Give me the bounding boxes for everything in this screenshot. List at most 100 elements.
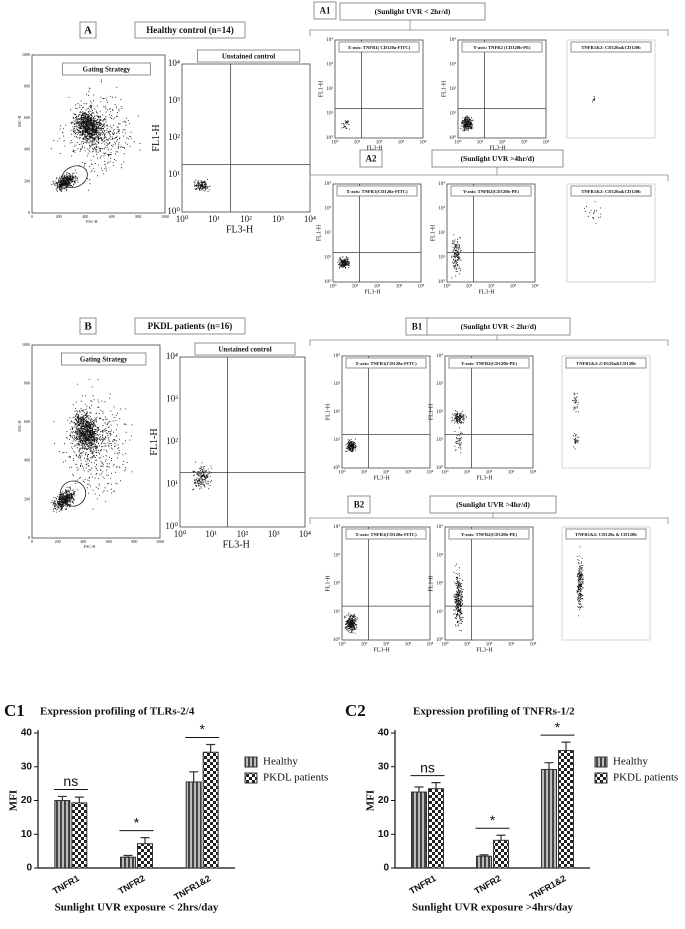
error-bar — [431, 782, 441, 789]
label-text: Y-axis: TNFR2(CD120b-PE) — [461, 532, 517, 537]
event-cloud — [341, 120, 350, 130]
label-text: (Sunlight UVR >4hr/d) — [456, 500, 530, 509]
bar — [54, 800, 71, 869]
x-tick-label: 10³ — [508, 642, 515, 648]
error-bar — [57, 795, 67, 801]
label-box — [565, 528, 647, 540]
panel-label: C2 — [345, 701, 366, 720]
label-box — [461, 41, 543, 53]
y-axis-label: FL1-H — [316, 224, 322, 241]
gate — [59, 480, 87, 507]
y-tick-label: 10⁰ — [333, 465, 340, 471]
y-tick-label: 10³ — [334, 381, 341, 387]
label-box — [61, 352, 147, 366]
label-box — [570, 41, 652, 53]
plot-frame — [31, 344, 161, 539]
y-axis-label: FL1-H — [151, 124, 162, 151]
x-axis-label: FL3-H — [489, 145, 506, 151]
label-text: X-axis: TNFR1( CD120a-FITC) — [348, 45, 411, 50]
x-tick-label: 1000 — [156, 539, 164, 544]
x-axis-label: FSC-H — [84, 544, 95, 549]
x-tick-label: 1000 — [161, 214, 169, 219]
x-tick-label: 600 — [106, 539, 112, 544]
x-tick-label: 10⁴ — [420, 140, 427, 146]
bracket — [309, 335, 669, 346]
y-tick-label: 10⁴ — [333, 524, 340, 530]
y-tick-label: 10⁴ — [436, 524, 443, 530]
x-axis-label: FL3-H — [478, 289, 495, 295]
label-text: Y-axis: TNFR2 (CD120b-PE) — [473, 45, 531, 50]
y-tick-label: 10² — [437, 409, 444, 415]
label-text: Unstained control — [222, 53, 275, 61]
label-box — [426, 317, 571, 336]
y-tick-label: 400 — [24, 458, 30, 463]
x-axis-label: FL3-H — [366, 145, 383, 151]
x-tick-label: 10⁰ — [338, 642, 345, 648]
event-cloud — [572, 392, 580, 450]
x-tick-label: 10⁴ — [427, 642, 434, 648]
error-bar — [140, 837, 150, 844]
bar — [411, 791, 427, 869]
x-tick-label: 10⁴ — [418, 284, 425, 290]
y-tick-label: 10³ — [450, 62, 457, 68]
x-tick-label: 10⁴ — [427, 470, 434, 476]
plot-frame — [566, 39, 656, 139]
x-tick-label: 10⁴ — [530, 642, 537, 648]
x-tick-label: 10³ — [510, 284, 517, 290]
y-tick-label: 10² — [334, 409, 341, 415]
bar — [71, 802, 88, 869]
y-axis-label: FL1-H — [428, 403, 434, 420]
x-tick-label: 400 — [80, 539, 86, 544]
x-axis-label: Sunlight UVR exposure >4hrs/day — [412, 902, 574, 914]
y-tick-label: 40 — [378, 728, 390, 739]
label-text: A2 — [366, 154, 377, 164]
error-bar — [496, 834, 506, 841]
plot-frame — [561, 355, 651, 469]
error-bar — [189, 771, 199, 782]
y-axis-label: FL1-H — [428, 575, 434, 592]
event-cloud — [451, 234, 462, 279]
y-tick-label: 10³ — [437, 381, 444, 387]
y-tick-label: 10⁰ — [449, 135, 456, 141]
legend-swatch — [244, 756, 258, 768]
label-box — [134, 21, 246, 39]
x-tick-label: 10⁰ — [441, 470, 448, 476]
label-text: Y-axis: TNFR2(CD120b-PE) — [461, 361, 517, 366]
x-tick-label: 10³ — [396, 284, 403, 290]
plot-frame — [561, 526, 651, 641]
y-tick-label: 10¹ — [437, 609, 444, 615]
y-tick-label: 10³ — [325, 206, 332, 212]
y-tick-label: 10⁴ — [324, 181, 331, 187]
label-text: Gating Strategy — [83, 66, 131, 74]
y-tick-label: 0 — [28, 210, 30, 215]
x-tick-label: 10⁰ — [443, 284, 450, 290]
label-box — [450, 185, 532, 197]
label-box — [62, 62, 151, 76]
label-box — [336, 185, 418, 197]
x-tick-label: 10¹ — [352, 284, 359, 290]
y-tick-label: 10⁴ — [166, 351, 178, 361]
event-cloud — [192, 461, 213, 491]
y-axis-label: FL1-H — [430, 224, 436, 241]
x-tick-label: 10² — [374, 284, 381, 290]
y-tick-label: 800 — [24, 381, 30, 386]
y-tick-label: 10¹ — [450, 111, 457, 117]
label-text: Healthy control (n=14) — [146, 25, 233, 35]
x-tick-label: TNFR2 — [473, 873, 503, 896]
x-axis-label: FL3-H — [476, 647, 493, 653]
x-tick-label: 10³ — [405, 642, 412, 648]
label-text: (Sunlight UVR < 2hr/d) — [375, 7, 451, 16]
label-text: Y-axis: TNFR2(CD120b-PE) — [463, 189, 519, 194]
label-text: A1 — [320, 6, 331, 16]
gate — [61, 165, 88, 188]
label-text: B2 — [354, 500, 365, 510]
label-box — [338, 41, 420, 53]
x-tick-label: 200 — [55, 539, 61, 544]
event-cloud — [460, 115, 474, 132]
label-box — [79, 317, 97, 335]
x-tick-label: 10² — [486, 642, 493, 648]
y-tick-label: 10² — [450, 86, 457, 92]
event-cloud — [451, 410, 467, 454]
label-text: TNFR1&2::CD120a&CD120b — [576, 361, 636, 366]
label-box — [448, 528, 530, 540]
